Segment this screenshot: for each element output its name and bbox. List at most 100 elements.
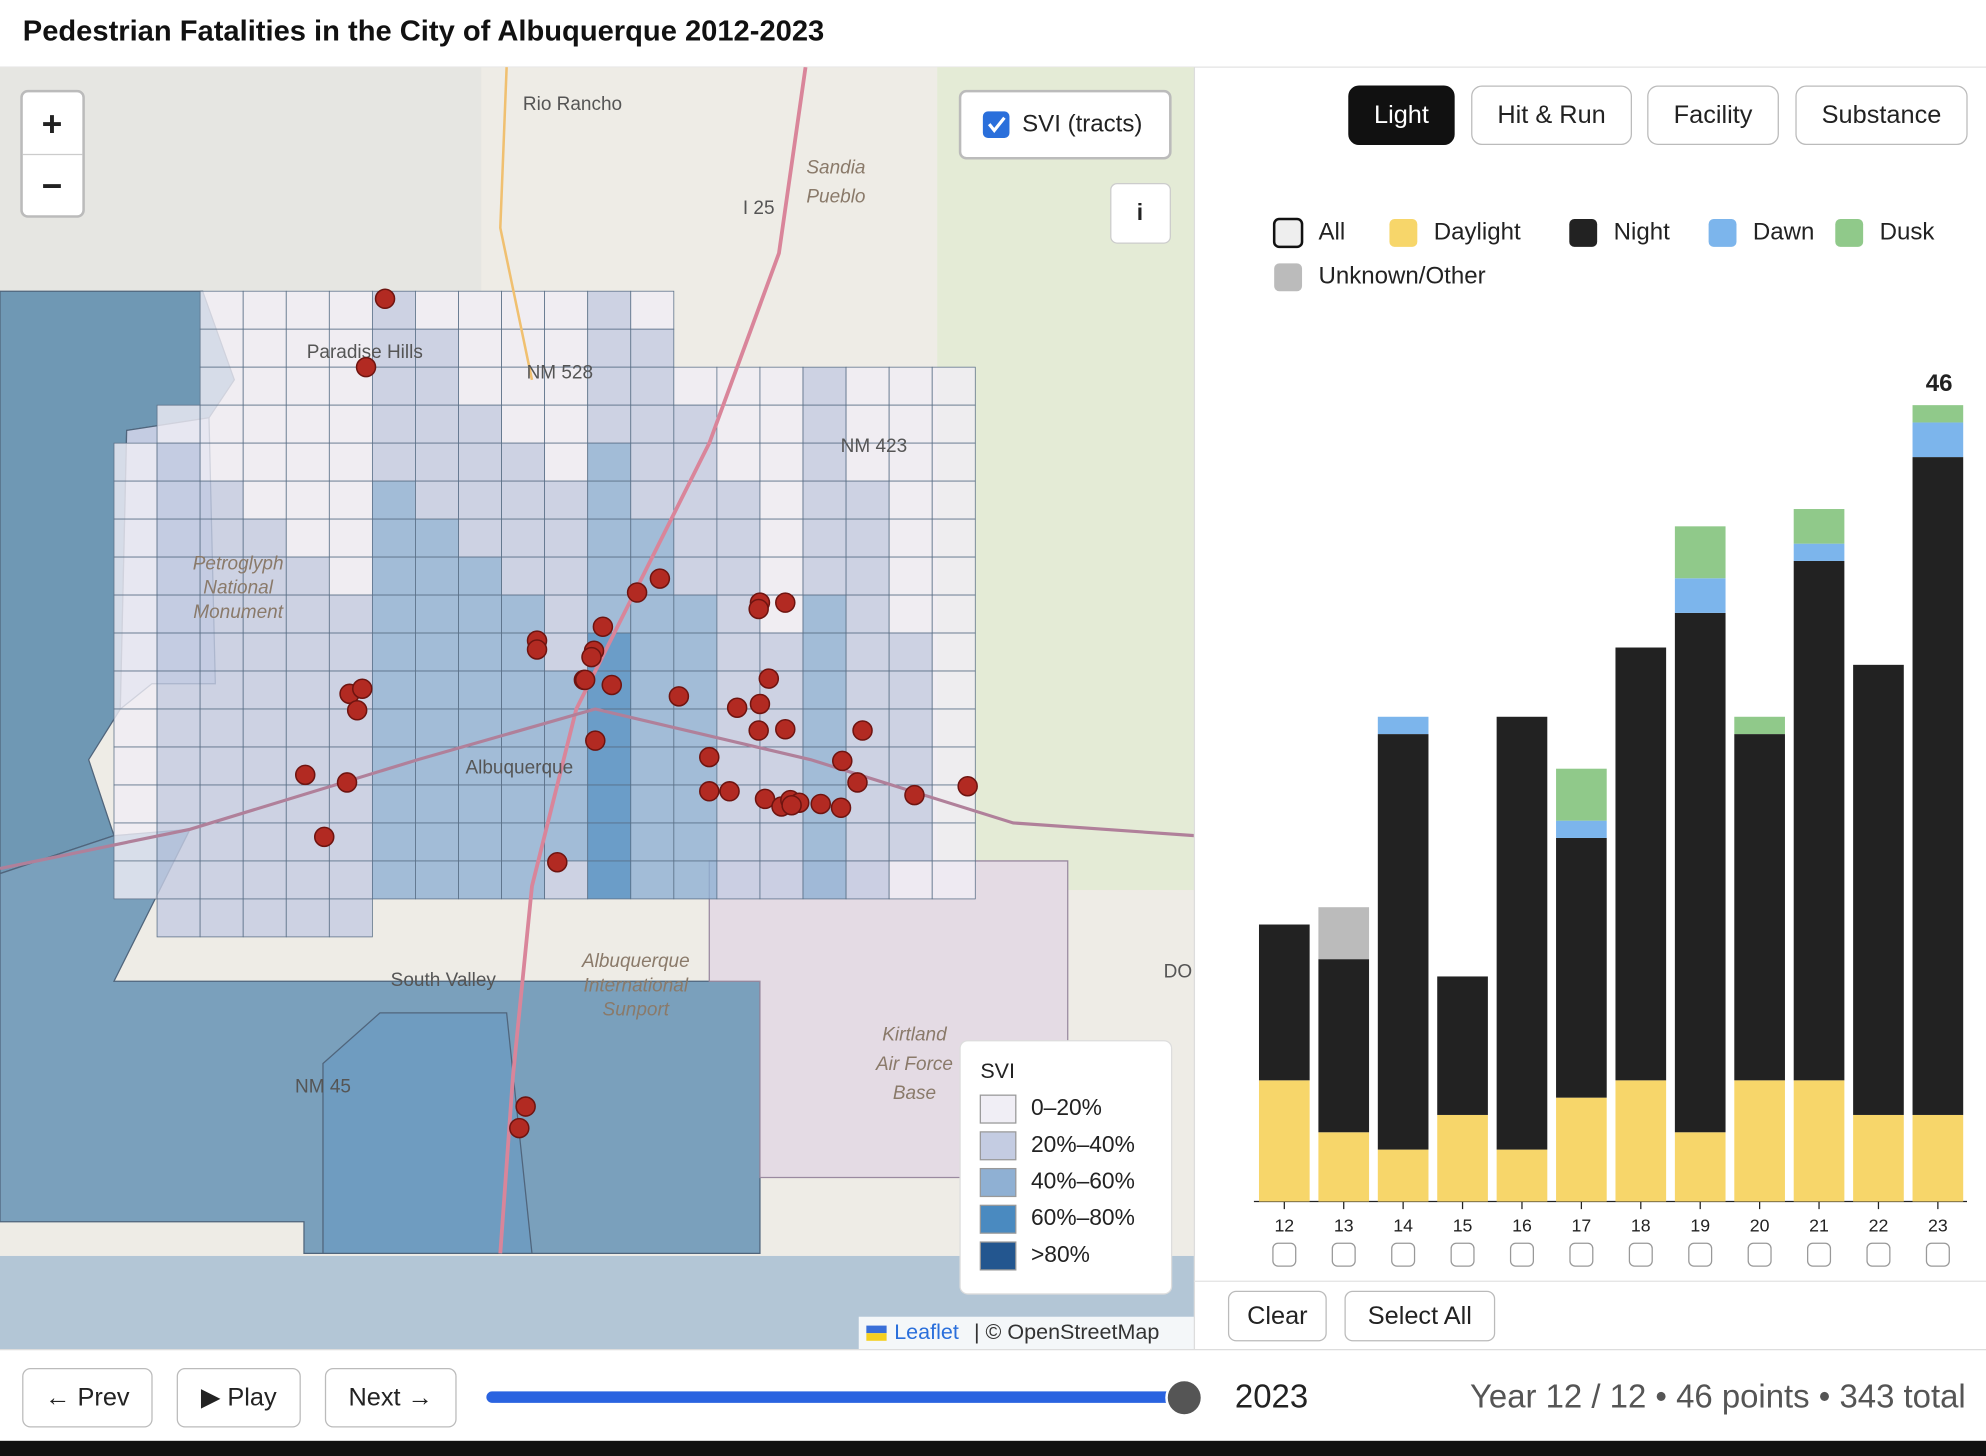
fatality-point[interactable]	[649, 568, 671, 589]
year-checkbox[interactable]	[1628, 1242, 1653, 1267]
fatality-point[interactable]	[509, 1117, 530, 1139]
tract	[156, 784, 201, 824]
fatality-point[interactable]	[852, 720, 873, 741]
fatality-point[interactable]	[726, 697, 748, 718]
fatality-point[interactable]	[294, 764, 316, 786]
tract	[458, 328, 502, 368]
fatality-point[interactable]	[775, 719, 796, 740]
fatality-point[interactable]	[758, 668, 780, 689]
fatality-point[interactable]	[581, 646, 602, 668]
legend-swatch[interactable]	[1835, 219, 1864, 247]
fatality-point[interactable]	[904, 784, 925, 806]
fatality-point[interactable]	[592, 616, 614, 637]
tract	[759, 860, 804, 900]
info-button[interactable]	[1110, 182, 1171, 244]
legend-swatch[interactable]	[1274, 263, 1303, 292]
year-checkbox[interactable]	[1569, 1242, 1594, 1267]
tract	[888, 404, 933, 444]
year-checkbox[interactable]	[1688, 1242, 1713, 1267]
year-checkbox[interactable]	[1866, 1242, 1891, 1267]
tract	[458, 822, 502, 862]
fatality-point[interactable]	[526, 639, 548, 660]
attribution-osm[interactable]: | © OpenStreetMap	[974, 1320, 1159, 1344]
year-checkbox[interactable]	[1747, 1242, 1772, 1267]
map[interactable]: Rio Rancho Sandia Pueblo I 25 Paradise Hills…	[0, 67, 1195, 1350]
year-checkbox[interactable]	[1272, 1242, 1297, 1267]
fatality-point[interactable]	[748, 598, 769, 620]
tract	[544, 442, 589, 482]
tract	[328, 442, 373, 482]
legend-label: Dawn	[1753, 218, 1814, 245]
fatality-point[interactable]	[626, 582, 648, 603]
tract	[544, 518, 589, 558]
fatality-point[interactable]	[781, 794, 802, 816]
legend-swatch[interactable]	[1708, 219, 1737, 247]
fatality-point[interactable]	[830, 797, 852, 819]
fatality-point[interactable]	[574, 669, 596, 691]
fatality-point[interactable]	[355, 356, 377, 378]
tract	[113, 784, 158, 824]
fatality-point[interactable]	[351, 678, 373, 700]
fatality-point[interactable]	[719, 781, 740, 802]
fatality-point[interactable]	[346, 700, 368, 721]
fatality-point[interactable]	[313, 826, 335, 848]
tract	[415, 822, 459, 862]
attribution-leaflet[interactable]: Leaflet	[894, 1320, 959, 1344]
fatality-point[interactable]	[601, 674, 623, 696]
fatality-point[interactable]	[585, 730, 606, 751]
button[interactable]	[1227, 1290, 1327, 1342]
zoom-in[interactable]: +	[42, 104, 63, 144]
button[interactable]	[324, 1368, 457, 1428]
fatality-point[interactable]	[754, 788, 776, 810]
fatality-point[interactable]	[336, 772, 358, 793]
slider-knob[interactable]	[1165, 1378, 1204, 1417]
tract	[630, 632, 675, 672]
tract	[113, 518, 158, 558]
tract	[716, 404, 761, 444]
fatality-point[interactable]	[547, 851, 568, 873]
fatality-point[interactable]	[832, 750, 853, 772]
x-tick-label: 19	[1690, 1216, 1710, 1236]
tract	[716, 480, 761, 520]
tab-button[interactable]	[1647, 85, 1779, 145]
fatality-point[interactable]	[749, 693, 771, 715]
fatality-point[interactable]	[668, 686, 690, 707]
legend-swatch[interactable]	[1272, 217, 1304, 249]
legend-swatch[interactable]	[1569, 219, 1598, 247]
year-slider[interactable]	[486, 1391, 1185, 1403]
button[interactable]	[176, 1368, 301, 1428]
fatality-point[interactable]	[810, 793, 832, 815]
place-label: National	[203, 578, 273, 599]
fatality-point[interactable]	[847, 772, 868, 793]
layer-checkbox[interactable]	[982, 111, 1010, 139]
tab-button[interactable]	[1348, 85, 1455, 145]
place-label: Base	[893, 1083, 936, 1104]
bar-segment	[1793, 509, 1845, 544]
year-checkbox[interactable]	[1391, 1242, 1416, 1267]
year-checkbox[interactable]	[1925, 1242, 1950, 1267]
button[interactable]	[1344, 1290, 1496, 1342]
tab-button[interactable]	[1795, 85, 1968, 145]
year-checkbox[interactable]	[1807, 1242, 1832, 1267]
tract	[415, 784, 459, 824]
tract	[156, 860, 201, 900]
tab-button[interactable]	[1471, 85, 1632, 145]
button[interactable]	[22, 1368, 153, 1428]
fatality-point[interactable]	[515, 1096, 536, 1117]
tract	[328, 556, 373, 596]
fatality-point[interactable]	[748, 720, 769, 741]
year-checkbox[interactable]	[1509, 1242, 1535, 1267]
tract	[458, 480, 502, 520]
tract	[716, 556, 761, 596]
fatality-point[interactable]	[775, 592, 796, 613]
fatality-point[interactable]	[699, 746, 720, 768]
year-checkbox[interactable]	[1331, 1242, 1356, 1267]
fatality-point[interactable]	[957, 775, 978, 797]
tract	[888, 746, 933, 786]
tract	[415, 366, 459, 406]
legend-swatch[interactable]	[1389, 219, 1418, 247]
year-checkbox[interactable]	[1450, 1242, 1475, 1267]
fatality-point[interactable]	[699, 781, 720, 802]
fatality-point[interactable]	[374, 288, 396, 310]
zoom-out[interactable]: −	[42, 166, 63, 206]
